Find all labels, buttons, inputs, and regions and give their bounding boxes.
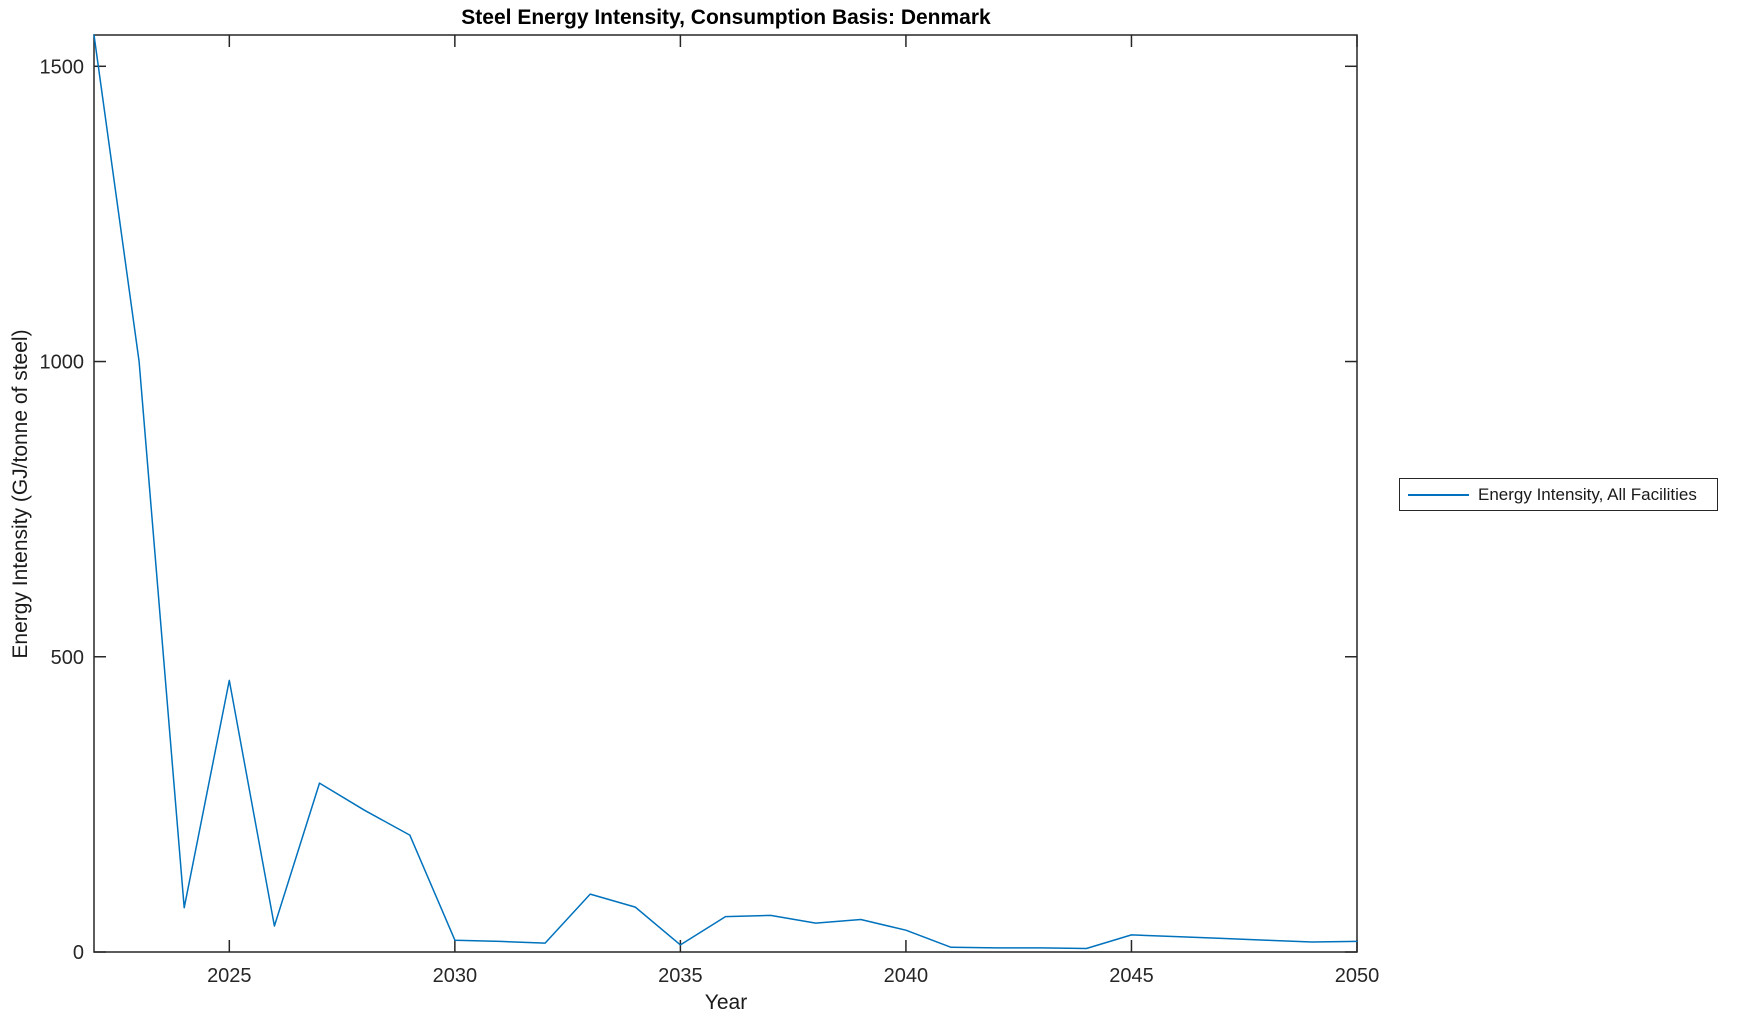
x-tick-label: 2040 — [884, 965, 929, 987]
y-tick-label: 1500 — [40, 56, 85, 78]
x-tick-label: 2025 — [207, 965, 252, 987]
x-tick-label: 2045 — [1109, 965, 1154, 987]
legend-box: Energy Intensity, All Facilities — [1399, 478, 1718, 511]
x-tick-label: 2030 — [433, 965, 478, 987]
legend-line-sample — [1408, 493, 1469, 496]
y-tick-label: 1000 — [40, 352, 85, 374]
x-tick-label: 2050 — [1335, 965, 1380, 987]
legend-label: Energy Intensity, All Facilities — [1478, 484, 1697, 504]
x-axis-label: Year — [704, 991, 748, 1014]
axes-box — [93, 34, 1358, 953]
y-tick-label: 500 — [51, 647, 84, 669]
chart-title: Steel Energy Intensity, Consumption Basi… — [461, 6, 991, 29]
y-tick-label: 0 — [73, 942, 84, 964]
x-tick-label: 2035 — [658, 965, 703, 987]
series-line — [93, 34, 1358, 950]
